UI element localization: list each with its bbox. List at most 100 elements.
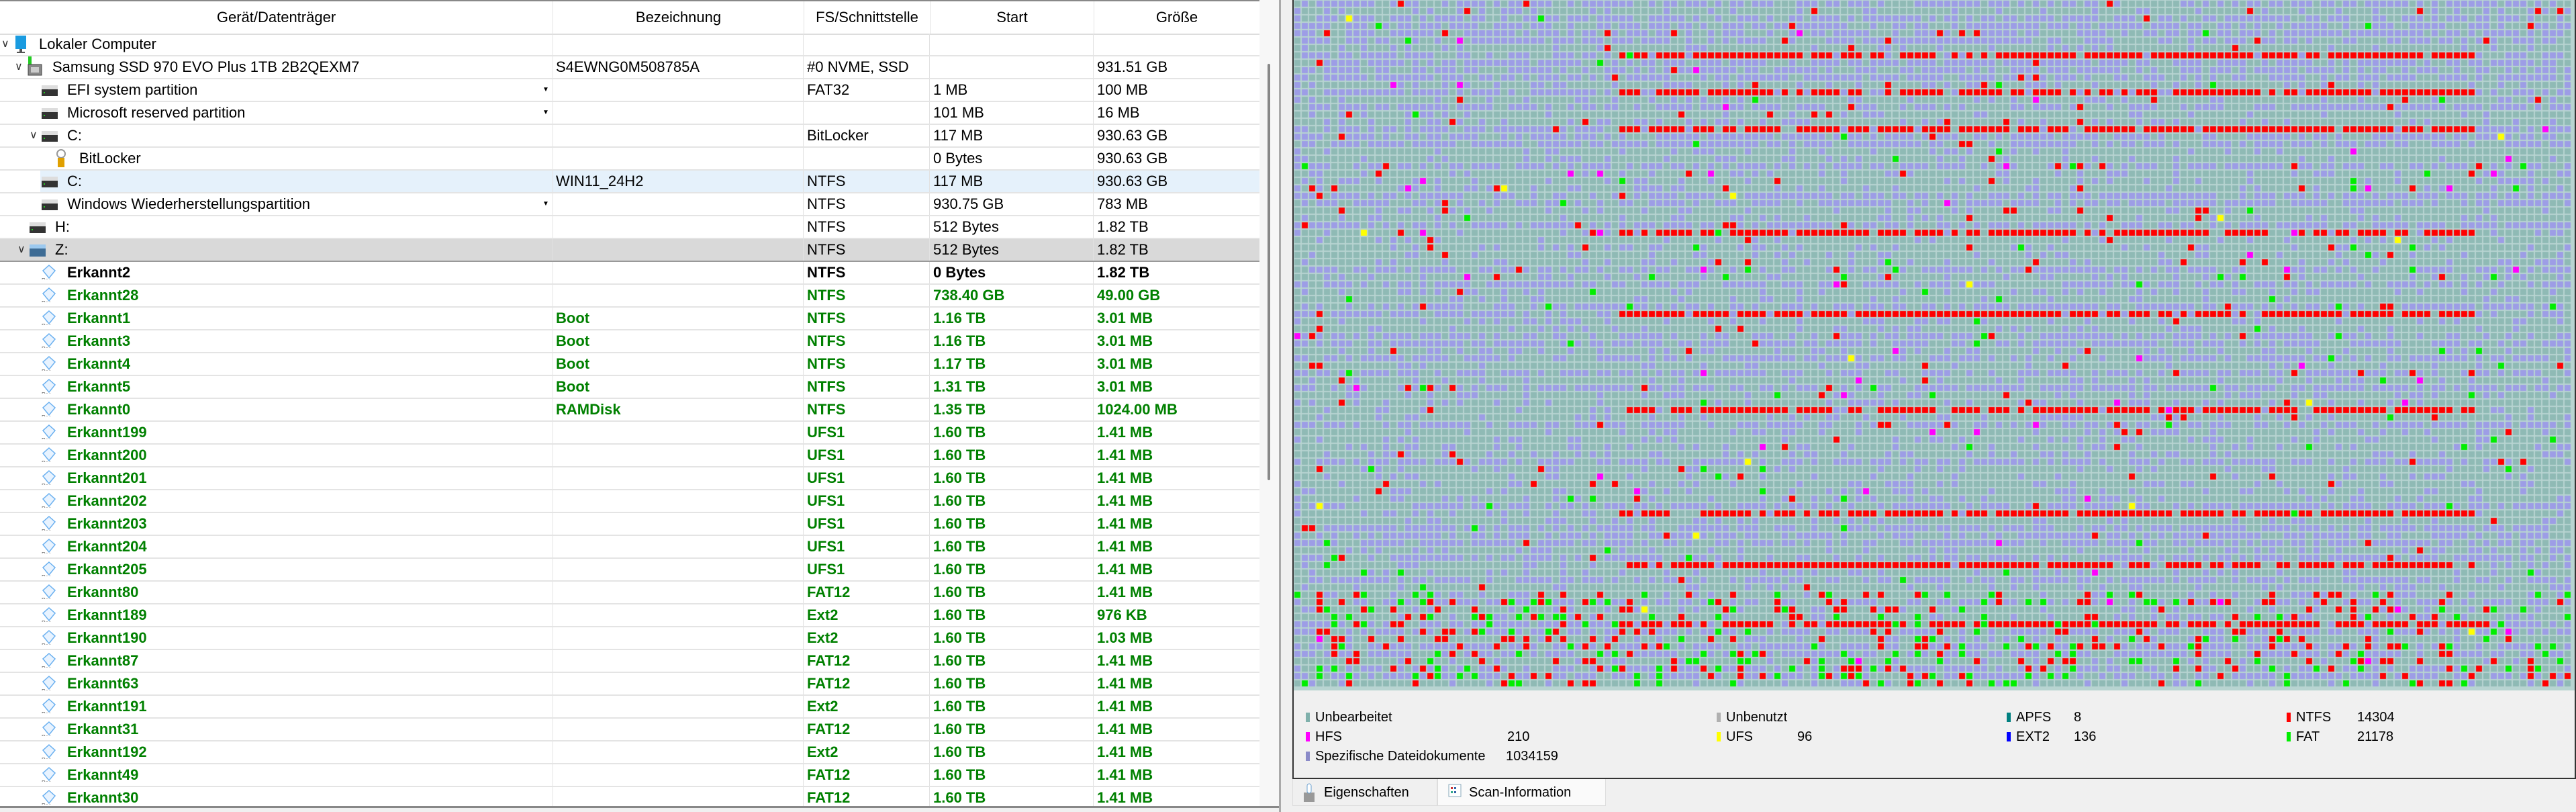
legend-label: Spezifische Dateidokumente xyxy=(1315,749,1486,764)
size-cell: 976 KB xyxy=(1097,606,1147,623)
properties-icon xyxy=(1304,783,1315,802)
tree-row[interactable]: BitLocker 0 Bytes 930.63 GB xyxy=(0,148,1259,171)
fs-cell: UFS1 xyxy=(804,445,930,466)
device-name: Erkannt199 xyxy=(67,424,147,441)
tree-row[interactable]: ∨ C: BitLocker 117 MB 930.63 GB xyxy=(0,125,1259,148)
device-cell: H: xyxy=(0,216,553,238)
column-header-fs[interactable]: FS/Schnittstelle xyxy=(804,1,931,34)
start-cell: 1.60 TB xyxy=(931,490,1094,512)
label-cell xyxy=(553,787,804,809)
device-name: Erkannt204 xyxy=(67,538,147,555)
label-cell xyxy=(553,467,804,489)
svg-text:Rec: Rec xyxy=(42,574,51,576)
tree-row[interactable]: C: WIN11_24H2 NTFS 117 MB 930.63 GB xyxy=(0,171,1259,193)
panel-splitter[interactable] xyxy=(1279,0,1292,812)
device-name: Erkannt28 xyxy=(67,287,139,304)
legend-count: 8 xyxy=(2074,710,2082,725)
column-header-device[interactable]: Gerät/Datenträger xyxy=(0,1,553,34)
vertical-scrollbar[interactable] xyxy=(1259,0,1279,812)
fs-cell: UFS1 xyxy=(804,490,930,512)
label-cell: Boot xyxy=(553,376,804,398)
device-name: Erkannt3 xyxy=(67,332,131,349)
expand-chevron-icon[interactable]: ∨ xyxy=(17,244,26,255)
svg-text:Rec: Rec xyxy=(42,711,51,713)
legend-swatch xyxy=(2287,713,2291,722)
label-cell: Boot xyxy=(553,353,804,375)
column-header-label[interactable]: Bezeichnung xyxy=(553,1,804,34)
fs-cell: NTFS xyxy=(804,353,930,375)
device-name: Erkannt30 xyxy=(67,789,139,806)
column-header-start[interactable]: Start xyxy=(931,1,1094,34)
dropdown-arrow-icon[interactable]: ▼ xyxy=(542,86,549,93)
tree-row[interactable]: EFI system partition ▼ FAT32 1 MB 100 MB xyxy=(0,79,1259,102)
tree-row[interactable]: Windows Wiederherstellungspartition ▼ NTFS… xyxy=(0,193,1259,216)
size-cell: 1.41 MB xyxy=(1097,561,1153,578)
expand-chevron-icon[interactable]: ∨ xyxy=(1,38,9,50)
svg-text:Rec: Rec xyxy=(42,803,51,805)
start-cell: 738.40 GB xyxy=(931,285,1094,306)
expand-chevron-icon[interactable]: ∨ xyxy=(15,61,23,73)
device-name: Erkannt202 xyxy=(67,492,147,509)
tree-row[interactable]: ∨ Samsung SSD 970 EVO Plus 1TB 2B2QEXM7 S4… xyxy=(0,56,1259,79)
device-name: Erkannt63 xyxy=(67,675,139,692)
tree-row[interactable]: Microsoft reserved partition ▼ 101 MB 16 MB xyxy=(0,102,1259,125)
horizontal-scrollbar[interactable] xyxy=(0,806,1279,812)
tab-scan-information[interactable]: Scan-Information xyxy=(1437,779,1606,806)
tree-row[interactable]: ∨ Z: NTFS 512 Bytes 1.82 TB xyxy=(0,239,1259,262)
label-cell xyxy=(553,604,804,626)
start-cell: 1.60 TB xyxy=(931,696,1094,717)
device-name: Erkannt1 xyxy=(67,310,131,326)
fs-cell: Ext2 xyxy=(804,696,930,717)
tree-row[interactable]: H: NTFS 512 Bytes 1.82 TB xyxy=(0,216,1259,239)
expand-chevron-icon[interactable]: ∨ xyxy=(30,130,38,141)
label-cell xyxy=(553,34,804,55)
device-name: C: xyxy=(67,173,82,189)
device-name: Erkannt189 xyxy=(67,606,147,623)
device-name: EFI system partition xyxy=(67,81,198,98)
size-cell: 1.41 MB xyxy=(1097,515,1153,532)
dropdown-arrow-icon[interactable]: ▼ xyxy=(542,109,549,116)
start-cell: 1.60 TB xyxy=(931,650,1094,672)
scrollbar-thumb[interactable] xyxy=(1268,64,1270,480)
fs-cell: NTFS xyxy=(804,330,930,352)
tree-row[interactable]: ∨ Lokaler Computer xyxy=(0,34,1259,56)
size-cell: 930.63 GB xyxy=(1097,173,1168,189)
label-cell xyxy=(553,513,804,535)
partition-icon xyxy=(42,108,58,119)
device-name: Erkannt5 xyxy=(67,378,131,395)
device-cell: Rec Erkannt0 xyxy=(0,399,553,420)
svg-text:Rec: Rec xyxy=(42,551,51,553)
column-header-size[interactable]: Größe xyxy=(1155,9,1198,26)
start-cell: 1.60 TB xyxy=(931,627,1094,649)
label-cell xyxy=(553,536,804,557)
fs-cell: NTFS xyxy=(804,171,930,192)
device-name: Windows Wiederherstellungspartition xyxy=(67,195,310,212)
dropdown-arrow-icon[interactable]: ▼ xyxy=(542,200,549,208)
device-cell: Rec Erkannt190 xyxy=(0,627,553,649)
device-cell: Rec Erkannt3 xyxy=(0,330,553,352)
tab-properties[interactable]: Eigenschaften xyxy=(1292,779,1437,806)
